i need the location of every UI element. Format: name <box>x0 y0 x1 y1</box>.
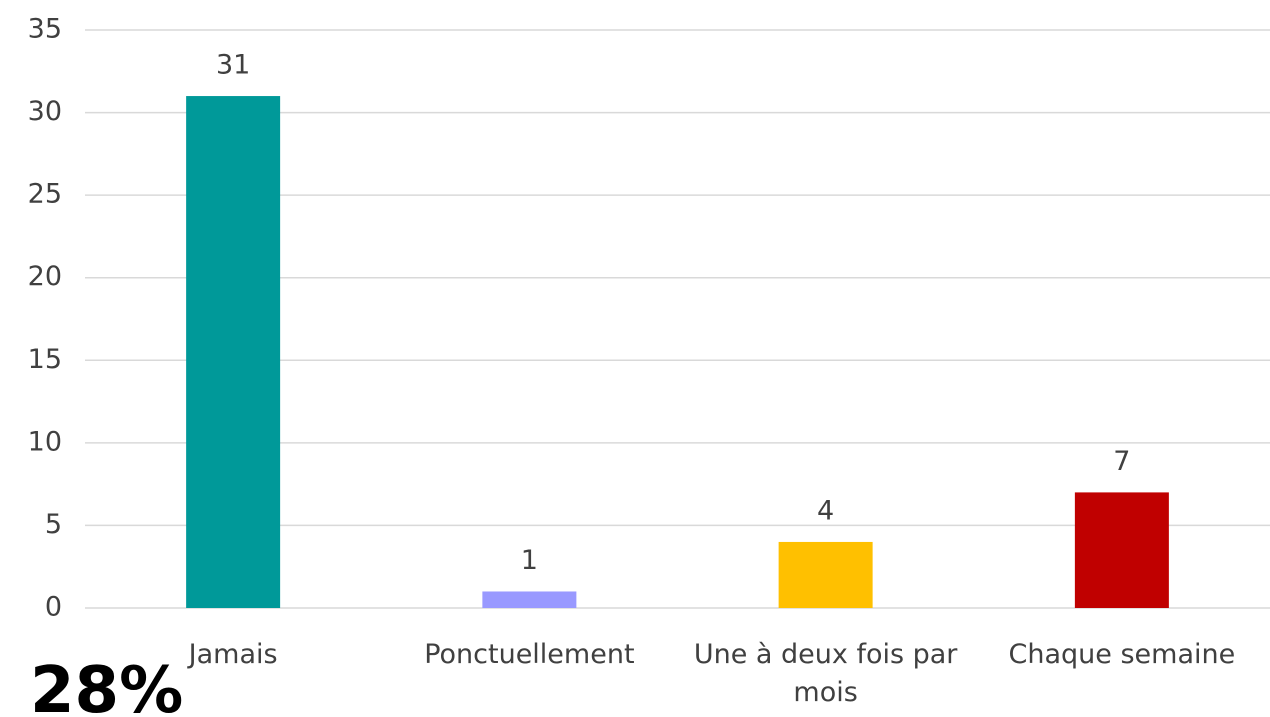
x-tick-group: Ponctuellement <box>424 639 635 670</box>
y-tick-label: 15 <box>28 344 62 375</box>
x-tick-label: Ponctuellement <box>424 639 635 670</box>
data-label: 1 <box>521 545 538 576</box>
bar <box>482 591 577 608</box>
x-tick-label: Chaque semaine <box>1008 639 1236 670</box>
bar <box>186 96 281 609</box>
data-label: 7 <box>1113 446 1130 477</box>
y-tick-label: 20 <box>28 261 62 292</box>
x-tick-group: Jamais <box>188 639 278 670</box>
x-tick-label: Une à deux fois par mois <box>693 639 958 708</box>
y-tick-label: 25 <box>28 179 62 210</box>
x-tick-label: Jamais <box>188 639 278 670</box>
data-label: 31 <box>216 50 250 81</box>
bar <box>1074 492 1169 608</box>
y-tick-label: 5 <box>45 509 62 540</box>
y-tick-label: 30 <box>28 96 62 127</box>
y-tick-label: 35 <box>28 14 62 45</box>
data-label: 4 <box>817 495 834 526</box>
bar <box>778 541 873 608</box>
y-tick-label: 0 <box>45 592 62 623</box>
annotation: 28% <box>30 654 183 713</box>
x-tick-group: Une à deux fois par mois <box>693 639 958 708</box>
y-tick-label: 10 <box>28 426 62 457</box>
x-tick-group: Chaque semaine <box>1008 639 1236 670</box>
